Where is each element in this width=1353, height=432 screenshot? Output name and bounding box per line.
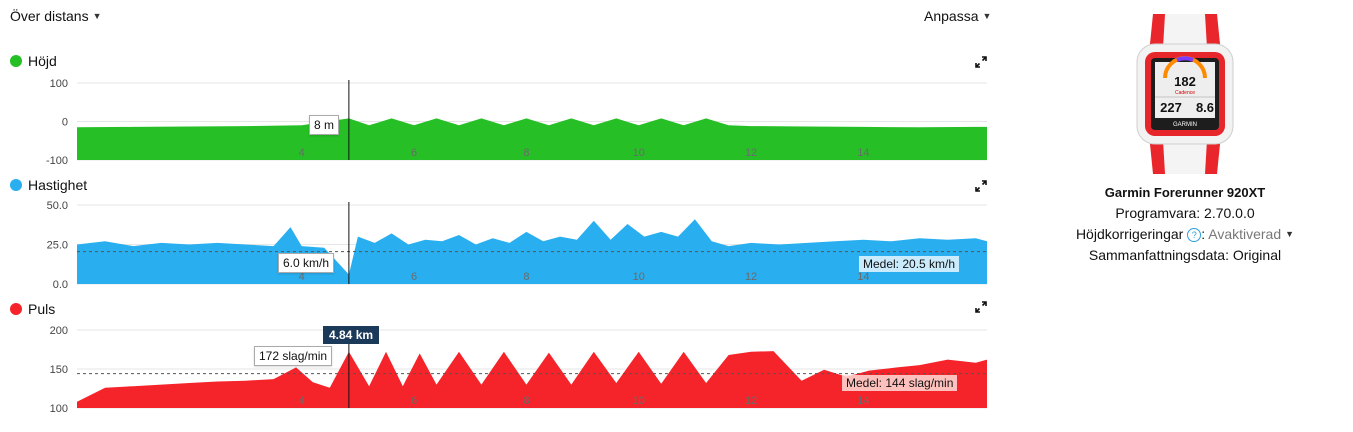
speed-x-tick: 8: [523, 271, 529, 283]
device-name: Garmin Forerunner 920XT: [1104, 185, 1266, 200]
elevation-x-tick: 14: [857, 147, 869, 159]
x-axis-select[interactable]: Över distans ▼: [10, 8, 102, 24]
caret-down-icon: ▼: [92, 11, 102, 21]
elevation-x-tick: 10: [633, 147, 645, 159]
customize-dropdown[interactable]: Anpassa ▼: [924, 8, 991, 24]
heart-rate-tooltip: 172 slag/min: [254, 346, 333, 366]
speed-x-tick: 10: [633, 271, 645, 283]
cursor-distance-label: 4.84 km: [323, 326, 380, 344]
expand-icon[interactable]: [975, 56, 987, 68]
elevation-header[interactable]: Höjd: [10, 53, 57, 69]
help-icon[interactable]: ?: [1187, 228, 1202, 242]
speed-x-tick: 4: [299, 271, 305, 283]
summary-data: Sammanfattningsdata: Original: [1088, 247, 1282, 263]
expand-icon[interactable]: [975, 301, 987, 313]
speed-area-series: [77, 219, 987, 284]
watch-value-label: Cadence: [1175, 90, 1195, 96]
speed-panel: Hastighet 50.0 25.0 0.0 4 6 8 10 12 14 6.0 km/h …: [0, 174, 1000, 289]
watch-value-1: 182: [1174, 74, 1196, 89]
device-software: Programvara: 2.70.0.0: [1115, 205, 1255, 221]
heart-rate-panel: Puls 200 150 100 4 6 8 10 12 14 4.84 km 172 slag…: [0, 298, 1000, 418]
watch-value-2: 227: [1160, 100, 1182, 115]
heart-rate-y-tick: 100: [50, 403, 68, 415]
elevation-legend-dot: [10, 55, 22, 67]
heart-rate-x-tick: 12: [745, 395, 757, 407]
heart-rate-x-tick: 8: [523, 395, 529, 407]
speed-x-tick: 12: [745, 271, 757, 283]
heart-rate-chart[interactable]: 200 150 100 4 6 8 10 12 14: [0, 298, 1000, 418]
speed-chart[interactable]: 50.0 25.0 0.0 4 6 8 10 12 14: [0, 174, 1000, 289]
heart-rate-y-tick: 200: [50, 325, 68, 337]
watch-brand: GARMIN: [1173, 122, 1197, 128]
elevation-y-tick: -100: [46, 155, 68, 165]
watch-value-3: 8.6: [1196, 100, 1214, 115]
elevation-x-tick: 8: [523, 147, 529, 159]
heart-rate-x-tick: 4: [299, 395, 305, 407]
elevation-x-tick: 12: [745, 147, 757, 159]
heart-rate-legend-dot: [10, 303, 22, 315]
heart-rate-area-series: [77, 351, 987, 408]
heart-rate-y-tick: 150: [50, 364, 68, 376]
heart-rate-title: Puls: [28, 301, 56, 317]
speed-x-tick: 6: [411, 271, 417, 283]
watch-strap-top-inner: [1163, 14, 1207, 48]
elevation-x-tick: 4: [299, 147, 305, 159]
watch-gauge-top: [1176, 56, 1194, 62]
expand-icon[interactable]: [975, 180, 987, 192]
elevation-title: Höjd: [28, 53, 57, 69]
heart-rate-x-tick: 6: [411, 395, 417, 407]
speed-title: Hastighet: [28, 177, 88, 193]
elevation-corrections-row: Höjdkorrigeringar ?: Avaktiverad ▼: [1075, 226, 1295, 242]
heart-rate-x-tick: 14: [857, 395, 869, 407]
speed-tooltip: 6.0 km/h: [278, 253, 335, 273]
speed-x-tick: 14: [857, 271, 869, 283]
elevation-y-tick: 100: [50, 78, 68, 90]
speed-legend-dot: [10, 179, 22, 191]
elevation-corrections-value: Avaktiverad: [1208, 226, 1282, 242]
speed-header[interactable]: Hastighet: [10, 177, 87, 193]
watch-image: 182 Cadence 227 8.6 GARMIN: [1136, 14, 1234, 174]
elevation-x-tick: 6: [411, 147, 417, 159]
customize-label: Anpassa: [924, 8, 979, 24]
heart-rate-header[interactable]: Puls: [10, 301, 55, 317]
elevation-corrections-label: Höjdkorrigeringar: [1075, 226, 1184, 242]
elevation-corrections-dropdown[interactable]: Avaktiverad ▼: [1208, 226, 1294, 242]
heart-rate-x-tick: 10: [633, 395, 645, 407]
speed-average-label: Medel: 20.5 km/h: [859, 256, 960, 272]
speed-y-tick: 25.0: [47, 240, 68, 252]
watch-strap-bottom-inner: [1163, 140, 1207, 174]
heart-rate-average-label: Medel: 144 slag/min: [842, 375, 958, 391]
device-info: 182 Cadence 227 8.6 GARMIN Garmin Foreru…: [1040, 14, 1330, 263]
elevation-area-series: [77, 118, 987, 160]
x-axis-select-label: Över distans: [10, 8, 89, 24]
elevation-tooltip: 8 m: [309, 115, 340, 135]
elevation-panel: Höjd 100 0 -100 4 6 8 10 12 14 8 m: [0, 50, 1000, 165]
caret-down-icon: ▼: [1285, 229, 1295, 239]
elevation-y-tick: 0: [62, 117, 68, 129]
elevation-chart[interactable]: 100 0 -100 4 6 8 10 12 14: [0, 50, 1000, 165]
caret-down-icon: ▼: [982, 11, 992, 21]
speed-y-tick: 50.0: [47, 200, 68, 212]
speed-y-tick: 0.0: [53, 279, 68, 289]
